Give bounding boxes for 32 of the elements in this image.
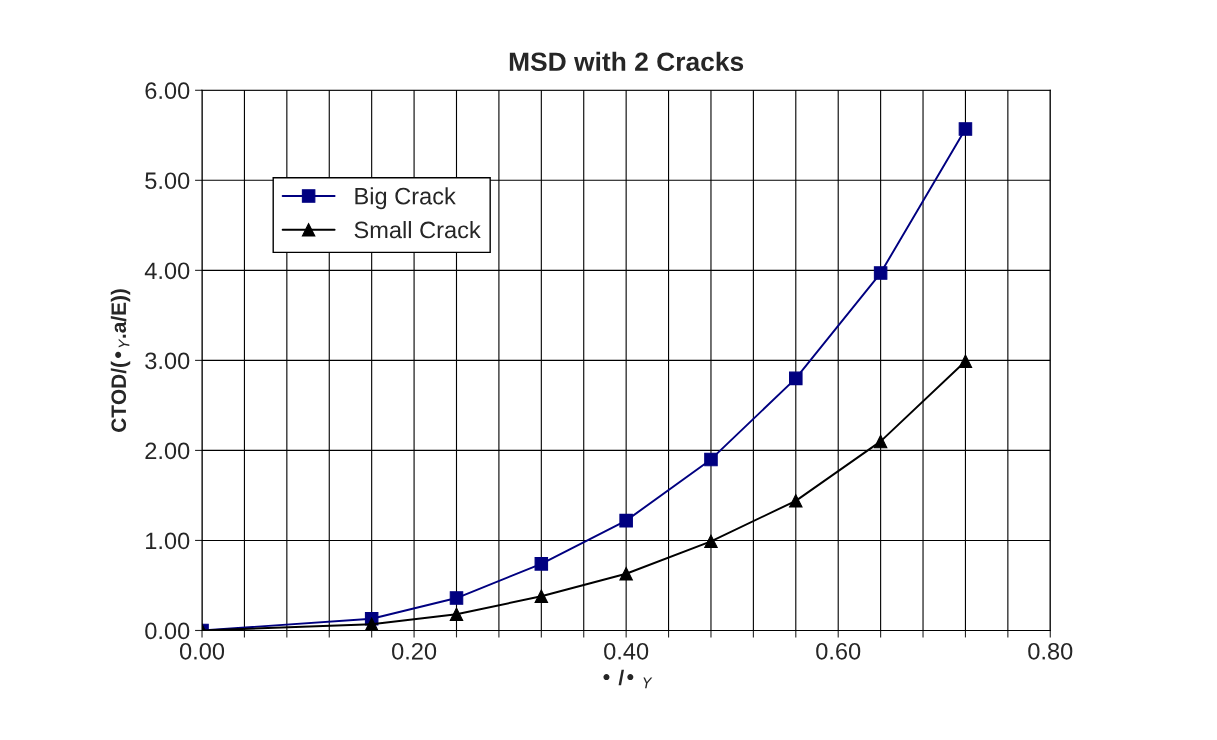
point — [958, 122, 973, 136]
y-tick-label: 3.00 — [145, 352, 190, 370]
x-axis-title: • /• $_{Y}$ — [603, 669, 653, 689]
chart-title: MSD with 2 Cracks — [509, 51, 744, 72]
y-axis-title: CTOD/(•$_{Y}$.a/E)) — [110, 289, 131, 432]
legend-label: Small Crack — [354, 220, 481, 239]
y-tick-label: 4.00 — [144, 262, 190, 280]
point — [364, 617, 379, 631]
point — [534, 557, 549, 571]
x-tick-label: 0.00 — [179, 642, 225, 660]
x-tick-label: 0.60 — [816, 642, 861, 660]
point — [789, 494, 803, 508]
point — [704, 452, 718, 467]
point — [873, 434, 888, 449]
x-tick-label: 0.80 — [1028, 642, 1073, 660]
point — [449, 607, 464, 622]
point — [534, 589, 549, 604]
point — [958, 354, 973, 369]
y-tick-label: 6.00 — [145, 82, 190, 100]
point — [619, 513, 633, 528]
point — [873, 266, 888, 280]
point — [789, 371, 803, 386]
y-tick-label: 5.00 — [145, 172, 190, 190]
point — [704, 534, 718, 549]
legend-label: Big Crack — [355, 187, 456, 210]
point — [619, 566, 633, 581]
x-tick-label: 0.40 — [604, 642, 649, 660]
x-tick-label: 0.20 — [392, 642, 437, 660]
point — [449, 591, 464, 605]
y-tick-label: 1.00 — [146, 532, 190, 550]
y-tick-label: 0.00 — [145, 622, 190, 640]
y-tick-label: 2.00 — [145, 442, 190, 460]
